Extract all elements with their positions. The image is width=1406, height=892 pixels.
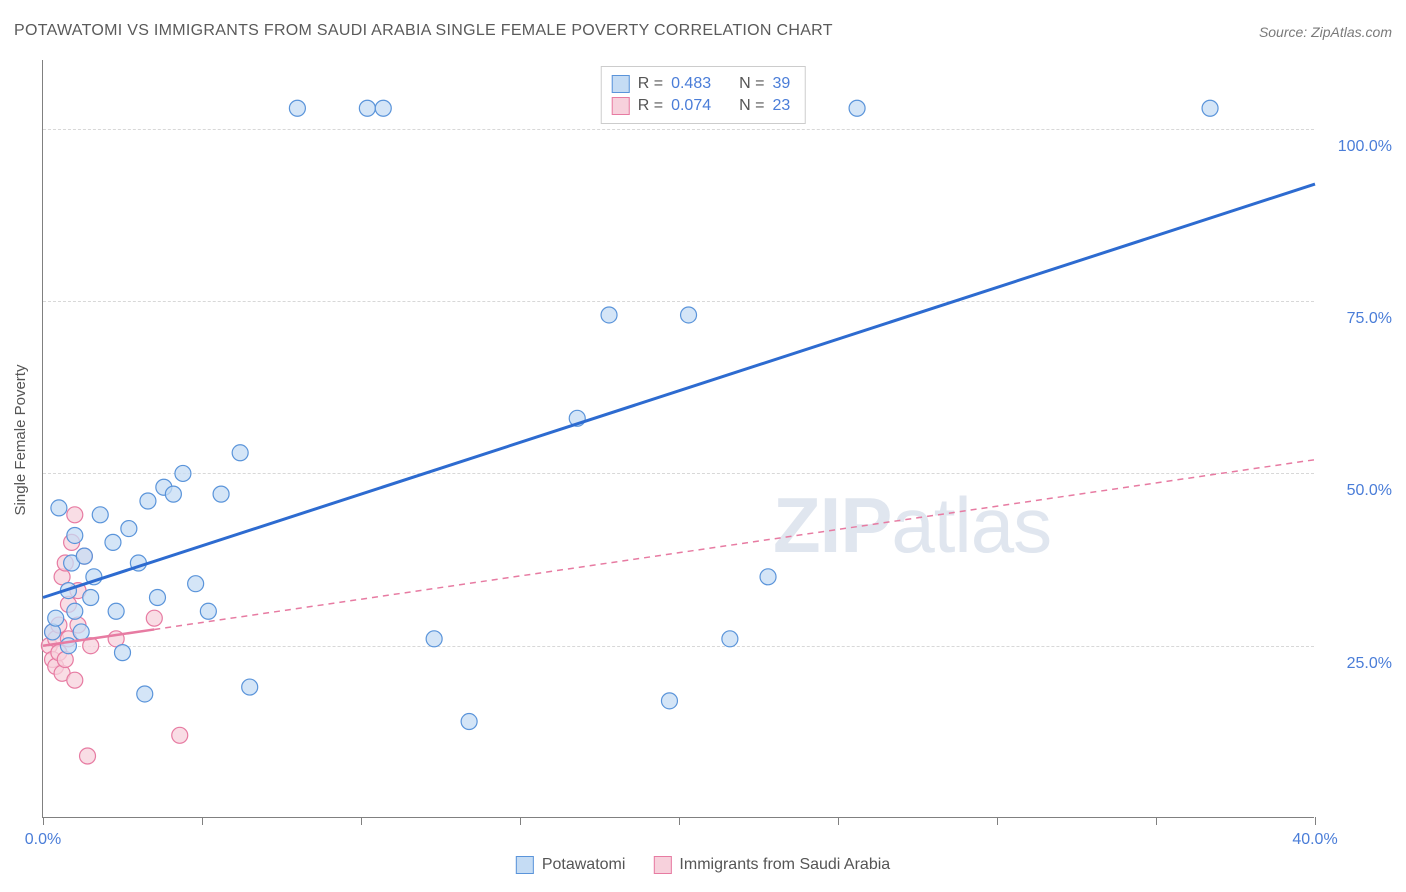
potawatomi-point xyxy=(760,569,776,585)
potawatomi-point xyxy=(200,603,216,619)
x-tick xyxy=(679,817,680,825)
potawatomi-point xyxy=(375,100,391,116)
y-tick-label: 75.0% xyxy=(1322,310,1392,328)
potawatomi-point xyxy=(722,631,738,647)
potawatomi-point xyxy=(175,465,191,481)
chart-container: POTAWATOMI VS IMMIGRANTS FROM SAUDI ARAB… xyxy=(0,0,1406,892)
potawatomi-point xyxy=(1202,100,1218,116)
potawatomi-point xyxy=(426,631,442,647)
potawatomi-point xyxy=(188,576,204,592)
potawatomi-point xyxy=(661,693,677,709)
y-tick-label: 25.0% xyxy=(1322,655,1392,673)
potawatomi-point xyxy=(121,521,137,537)
plot-svg xyxy=(43,60,1315,818)
potawatomi-point xyxy=(359,100,375,116)
potawatomi-point xyxy=(213,486,229,502)
x-tick xyxy=(838,817,839,825)
saudi-point xyxy=(80,748,96,764)
potawatomi-point xyxy=(105,534,121,550)
potawatomi-point xyxy=(73,624,89,640)
plot-area: ZIPatlas 25.0%50.0%75.0%100.0%0.0%40.0% xyxy=(42,60,1314,818)
potawatomi-point xyxy=(48,610,64,626)
legend-correlation: R = 0.483 N = 39 R = 0.074 N = 23 xyxy=(601,66,806,124)
x-tick xyxy=(997,817,998,825)
legend-r-label-2: R = xyxy=(638,97,663,115)
saudi-point xyxy=(172,727,188,743)
potawatomi-point xyxy=(137,686,153,702)
potawatomi-trend xyxy=(43,184,1315,597)
x-tick xyxy=(202,817,203,825)
legend-r-label: R = xyxy=(638,75,663,93)
potawatomi-point xyxy=(461,714,477,730)
potawatomi-point xyxy=(51,500,67,516)
potawatomi-point xyxy=(108,603,124,619)
x-tick-label: 40.0% xyxy=(1292,831,1337,849)
x-tick xyxy=(520,817,521,825)
saudi-point xyxy=(67,672,83,688)
potawatomi-point xyxy=(76,548,92,564)
saudi-point xyxy=(146,610,162,626)
potawatomi-point xyxy=(681,307,697,323)
x-tick-label: 0.0% xyxy=(25,831,61,849)
x-tick xyxy=(361,817,362,825)
y-tick-label: 100.0% xyxy=(1322,138,1392,156)
legend-label-potawatomi: Potawatomi xyxy=(542,856,626,874)
potawatomi-point xyxy=(601,307,617,323)
legend-item-saudi: Immigrants from Saudi Arabia xyxy=(653,856,890,874)
potawatomi-point xyxy=(115,645,131,661)
legend-swatch-potawatomi-2 xyxy=(516,856,534,874)
potawatomi-point xyxy=(849,100,865,116)
y-axis-label: Single Female Poverty xyxy=(12,365,29,516)
y-tick-label: 50.0% xyxy=(1322,482,1392,500)
potawatomi-point xyxy=(140,493,156,509)
legend-n-label-2: N = xyxy=(739,97,764,115)
source-label: Source: ZipAtlas.com xyxy=(1259,24,1392,40)
x-tick xyxy=(43,817,44,825)
legend-row-saudi: R = 0.074 N = 23 xyxy=(612,95,791,117)
legend-r-potawatomi: 0.483 xyxy=(671,75,711,93)
legend-swatch-potawatomi xyxy=(612,75,630,93)
legend-label-saudi: Immigrants from Saudi Arabia xyxy=(679,856,890,874)
legend-swatch-saudi-2 xyxy=(653,856,671,874)
legend-swatch-saudi xyxy=(612,97,630,115)
legend-item-potawatomi: Potawatomi xyxy=(516,856,626,874)
x-tick xyxy=(1315,817,1316,825)
chart-title: POTAWATOMI VS IMMIGRANTS FROM SAUDI ARAB… xyxy=(14,22,833,40)
legend-series: Potawatomi Immigrants from Saudi Arabia xyxy=(516,856,890,874)
legend-row-potawatomi: R = 0.483 N = 39 xyxy=(612,73,791,95)
x-tick xyxy=(1156,817,1157,825)
legend-n-potawatomi: 39 xyxy=(772,75,790,93)
legend-n-saudi: 23 xyxy=(772,97,790,115)
potawatomi-point xyxy=(149,589,165,605)
saudi-trend-dashed xyxy=(154,460,1315,630)
potawatomi-point xyxy=(165,486,181,502)
legend-n-label: N = xyxy=(739,75,764,93)
potawatomi-point xyxy=(67,527,83,543)
potawatomi-point xyxy=(242,679,258,695)
legend-r-saudi: 0.074 xyxy=(671,97,711,115)
potawatomi-point xyxy=(232,445,248,461)
saudi-point xyxy=(67,507,83,523)
potawatomi-point xyxy=(92,507,108,523)
potawatomi-point xyxy=(289,100,305,116)
potawatomi-point xyxy=(83,589,99,605)
potawatomi-point xyxy=(67,603,83,619)
